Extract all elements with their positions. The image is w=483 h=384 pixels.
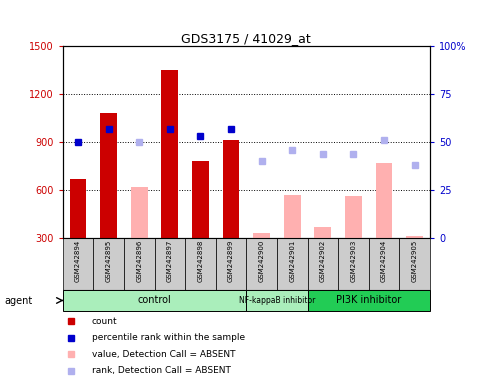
- Bar: [216, 238, 246, 290]
- Bar: [246, 238, 277, 290]
- Text: value, Detection Call = ABSENT: value, Detection Call = ABSENT: [92, 350, 235, 359]
- Bar: [253, 233, 270, 238]
- Bar: [161, 70, 178, 238]
- Bar: [192, 161, 209, 238]
- Text: GSM242897: GSM242897: [167, 240, 173, 282]
- Text: agent: agent: [5, 296, 33, 306]
- Bar: [131, 187, 148, 238]
- Bar: [70, 179, 86, 238]
- Bar: [185, 238, 216, 290]
- Text: rank, Detection Call = ABSENT: rank, Detection Call = ABSENT: [92, 366, 230, 375]
- Title: GDS3175 / 41029_at: GDS3175 / 41029_at: [182, 32, 311, 45]
- Bar: [155, 238, 185, 290]
- Text: GSM242903: GSM242903: [350, 240, 356, 282]
- Bar: [314, 227, 331, 238]
- Text: GSM242899: GSM242899: [228, 240, 234, 282]
- Bar: [345, 197, 362, 238]
- Bar: [399, 238, 430, 290]
- Bar: [369, 238, 399, 290]
- Bar: [308, 290, 430, 311]
- Text: GSM242905: GSM242905: [412, 240, 418, 282]
- Text: GSM242904: GSM242904: [381, 240, 387, 282]
- Bar: [246, 290, 308, 311]
- Bar: [63, 290, 246, 311]
- Bar: [124, 238, 155, 290]
- Text: GSM242902: GSM242902: [320, 240, 326, 282]
- Text: GSM242895: GSM242895: [106, 240, 112, 282]
- Bar: [376, 163, 392, 238]
- Text: GSM242896: GSM242896: [136, 240, 142, 282]
- Bar: [338, 238, 369, 290]
- Bar: [100, 113, 117, 238]
- Text: GSM242901: GSM242901: [289, 240, 295, 282]
- Bar: [223, 141, 240, 238]
- Text: count: count: [92, 317, 117, 326]
- Bar: [308, 238, 338, 290]
- Bar: [284, 195, 300, 238]
- Text: NF-kappaB inhibitor: NF-kappaB inhibitor: [239, 296, 315, 305]
- Text: percentile rank within the sample: percentile rank within the sample: [92, 333, 245, 342]
- Bar: [63, 238, 93, 290]
- Bar: [93, 238, 124, 290]
- Text: PI3K inhibitor: PI3K inhibitor: [336, 295, 401, 306]
- Text: GSM242894: GSM242894: [75, 240, 81, 282]
- Bar: [277, 238, 308, 290]
- Text: GSM242900: GSM242900: [258, 240, 265, 282]
- Bar: [406, 237, 423, 238]
- Text: GSM242898: GSM242898: [198, 240, 203, 282]
- Text: control: control: [138, 295, 171, 306]
